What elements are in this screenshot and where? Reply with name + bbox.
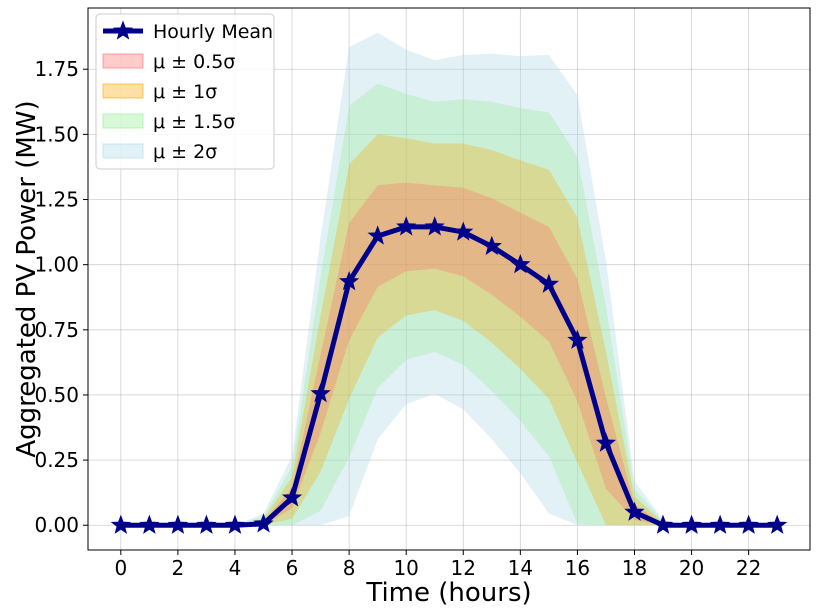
- mean-point: [310, 383, 331, 403]
- x-tick-label: 14: [508, 556, 533, 580]
- mean-point: [196, 514, 217, 534]
- x-tick-label: 18: [622, 556, 647, 580]
- mean-point: [253, 513, 274, 533]
- legend-entry-label: μ ± 2σ: [153, 141, 217, 163]
- y-tick-label: 0.25: [34, 448, 79, 472]
- mean-point: [767, 514, 788, 534]
- x-tick-label: 16: [565, 556, 590, 580]
- x-tick-label: 0: [114, 556, 127, 580]
- x-tick-label: 22: [736, 556, 761, 580]
- mean-point: [538, 273, 560, 293]
- mean-point: [367, 225, 388, 245]
- legend-star-marker: [112, 20, 134, 40]
- mean-point: [652, 514, 674, 534]
- y-tick-label: 1.50: [34, 122, 79, 146]
- y-tick-label: 1.25: [34, 188, 79, 212]
- mean-point: [709, 514, 731, 534]
- x-tick-label: 20: [679, 556, 704, 580]
- mean-point: [281, 487, 303, 507]
- y-tick-label: 1.75: [34, 57, 79, 81]
- x-axis-label: Time (hours): [365, 578, 531, 608]
- mean-point: [224, 514, 246, 534]
- mean-series: [110, 216, 788, 534]
- mean-point: [567, 329, 588, 349]
- legend-box: [95, 13, 275, 170]
- y-tick-label: 0.75: [34, 318, 79, 342]
- legend-entry-label: μ ± 0.5σ: [153, 51, 235, 73]
- mean-point: [624, 501, 645, 521]
- x-tick-label: 2: [172, 556, 185, 580]
- mean-point: [338, 270, 360, 291]
- y-tick-label: 0.50: [34, 383, 79, 407]
- mean-point: [510, 254, 531, 274]
- mean-point: [595, 432, 617, 452]
- mean-point: [424, 216, 445, 236]
- mean-point: [681, 514, 702, 534]
- mean-point: [738, 514, 759, 534]
- band-1.5sigma: [120, 83, 778, 526]
- band-0.5sigma: [120, 182, 778, 526]
- x-tick-label: 8: [343, 556, 356, 580]
- mean-point: [139, 514, 160, 534]
- axis-ticks: 0 2 4 6 8 10 12 14 16 18 20 22 0.00 0.25 0.50 0.75 1.00 1…: [34, 57, 761, 580]
- plot-frame: [87, 7, 811, 551]
- mean-point: [453, 221, 474, 241]
- std-bands: [120, 32, 778, 526]
- legend-patch-swatch: [102, 53, 144, 69]
- y-axis-label: Aggregated PV Power (MW): [12, 100, 42, 457]
- x-tick-label: 12: [451, 556, 476, 580]
- mean-point: [110, 514, 131, 534]
- legend-patch-swatch: [102, 143, 144, 159]
- legend-entry-label: μ ± 1.5σ: [153, 111, 235, 133]
- mean-point: [167, 514, 189, 534]
- y-tick-label: 1.00: [34, 253, 79, 277]
- x-tick-label: 10: [393, 556, 418, 580]
- mean-point: [396, 216, 417, 236]
- x-tick-label: 6: [286, 556, 299, 580]
- legend-entry-label: μ ± 1σ: [153, 81, 217, 103]
- band-2sigma: [120, 32, 778, 526]
- y-tick-label: 0.00: [34, 513, 79, 537]
- legend-patch-swatch: [102, 83, 144, 99]
- legend-entry-label: Hourly Mean: [153, 21, 273, 43]
- legend: Hourly Mean μ ± 0.5σ μ ± 1σ μ ± 1.5σ μ ± 2σ: [95, 13, 275, 170]
- band-1sigma: [120, 134, 778, 526]
- mean-point: [481, 235, 502, 256]
- x-tick-label: 4: [229, 556, 242, 580]
- legend-patch-swatch: [102, 113, 144, 129]
